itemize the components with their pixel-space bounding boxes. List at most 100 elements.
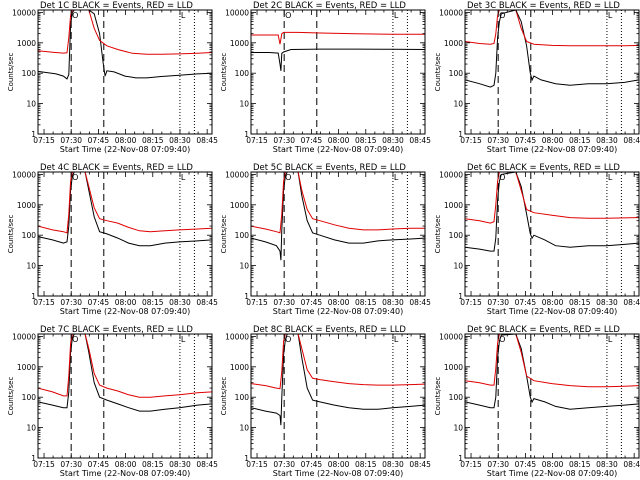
x-tick-label: 08:15	[142, 136, 164, 145]
y-tick-label: 1	[244, 292, 249, 301]
x-tick-label: 07:30	[60, 136, 82, 145]
y-axis-label: Counts/sec	[7, 53, 15, 92]
x-tick-label: 08:15	[569, 298, 591, 307]
x-axis-label: Start Time (22-Nov-08 07:09:40)	[487, 307, 617, 316]
plot-frame	[37, 9, 213, 135]
x-tick-label: 08:00	[328, 298, 350, 307]
series-events-line	[465, 334, 639, 410]
x-tick-label: 08:45	[196, 298, 218, 307]
x-tick-label: 07:30	[60, 460, 82, 469]
series-events-line	[251, 48, 425, 71]
detector-plot-9: Det 9C BLACK = Events, RED = LLD 1 10 100 10…	[434, 325, 640, 478]
x-axis-label: Start Time (22-Nov-08 07:09:40)	[60, 469, 190, 478]
x-tick-label: 07:15	[460, 460, 482, 469]
x-tick-label: 07:15	[246, 136, 268, 145]
x-tick-label: 08:45	[196, 136, 218, 145]
plot-frame	[464, 333, 640, 459]
x-tick-label: 07:45	[301, 136, 323, 145]
x-tick-label: 07:15	[33, 298, 55, 307]
y-axis-label: Counts/sec	[434, 377, 442, 416]
x-tick-label: 07:15	[33, 136, 55, 145]
x-axis-label: Start Time (22-Nov-08 07:09:40)	[487, 469, 617, 478]
detector-plot-6: Det 6C BLACK = Events, RED = LLD 1 10 100 10…	[434, 163, 640, 316]
series-lld-line	[465, 172, 639, 224]
x-tick-label: 08:30	[169, 298, 191, 307]
marker-l: L	[181, 335, 186, 344]
y-tick-label: 100	[22, 231, 37, 240]
y-tick-label: 1000	[444, 201, 463, 210]
y-tick-label: 100	[449, 231, 464, 240]
x-tick-label: 08:30	[382, 298, 404, 307]
y-tick-label: 10	[26, 424, 36, 433]
x-tick-label: 08:30	[596, 460, 618, 469]
marker-o: O	[285, 173, 291, 182]
series-lld-line	[251, 334, 425, 390]
marker-l: L	[394, 335, 399, 344]
y-tick-label: 1	[244, 454, 249, 463]
x-tick-label: 07:15	[246, 298, 268, 307]
series-lld-line	[38, 10, 212, 55]
x-axis-label: Start Time (22-Nov-08 07:09:40)	[273, 469, 403, 478]
x-tick-label: 08:45	[409, 136, 431, 145]
x-axis-label: Start Time (22-Nov-08 07:09:40)	[273, 145, 403, 154]
series-lld-line	[251, 172, 425, 234]
y-tick-label: 10	[239, 100, 249, 109]
x-axis-label: Start Time (22-Nov-08 07:09:40)	[487, 145, 617, 154]
y-tick-label: 1	[31, 454, 36, 463]
x-axis-label: Start Time (22-Nov-08 07:09:40)	[60, 145, 190, 154]
x-tick-label: 08:15	[355, 298, 377, 307]
y-tick-label: 1	[244, 130, 249, 139]
x-tick-label: 07:30	[273, 298, 295, 307]
series-lld-line	[38, 334, 212, 398]
x-tick-label: 08:45	[623, 298, 640, 307]
x-tick-label: 07:15	[460, 136, 482, 145]
detector-plot-4: Det 4C BLACK = Events, RED = LLD 1 10 100 10…	[7, 163, 218, 316]
x-tick-label: 07:30	[273, 460, 295, 469]
plot-title: Det 6C BLACK = Events, RED = LLD	[467, 163, 620, 173]
x-tick-label: 08:30	[596, 136, 618, 145]
x-tick-label: 08:00	[542, 136, 564, 145]
y-tick-label: 10	[453, 100, 463, 109]
x-axis-label: Start Time (22-Nov-08 07:09:40)	[273, 307, 403, 316]
y-tick-label: 10	[239, 424, 249, 433]
plot-frame	[464, 9, 640, 135]
marker-l: L	[181, 11, 186, 20]
x-tick-label: 07:30	[487, 136, 509, 145]
y-tick-label: 10000	[439, 8, 463, 17]
marker-l: L	[394, 11, 399, 20]
x-tick-label: 08:45	[623, 460, 640, 469]
x-tick-label: 08:30	[382, 460, 404, 469]
y-tick-label: 1000	[17, 363, 36, 372]
y-tick-label: 100	[22, 393, 37, 402]
x-tick-label: 08:15	[355, 136, 377, 145]
detector-plot-5: Det 5C BLACK = Events, RED = LLD 1 10 100 10…	[220, 163, 431, 316]
x-tick-label: 07:15	[460, 298, 482, 307]
x-tick-label: 08:30	[382, 136, 404, 145]
x-tick-label: 08:00	[542, 460, 564, 469]
y-tick-label: 10000	[439, 332, 463, 341]
y-tick-label: 1000	[444, 39, 463, 48]
x-tick-label: 08:30	[169, 460, 191, 469]
y-tick-label: 100	[235, 231, 250, 240]
plot-title: Det 3C BLACK = Events, RED = LLD	[467, 1, 620, 11]
x-tick-label: 08:00	[542, 298, 564, 307]
y-tick-label: 100	[449, 69, 464, 78]
x-axis-label: Start Time (22-Nov-08 07:09:40)	[60, 307, 190, 316]
detector-plot-8: Det 8C BLACK = Events, RED = LLD 1 10 100 10…	[220, 325, 431, 478]
y-tick-label: 100	[22, 69, 37, 78]
x-tick-label: 08:15	[142, 460, 164, 469]
plot-title: Det 1C BLACK = Events, RED = LLD	[40, 1, 193, 11]
y-tick-label: 10	[26, 262, 36, 271]
y-tick-label: 1000	[230, 39, 249, 48]
y-tick-label: 10000	[225, 332, 249, 341]
series-events-line	[465, 172, 639, 252]
x-tick-label: 07:15	[246, 460, 268, 469]
y-axis-label: Counts/sec	[7, 377, 15, 416]
y-tick-label: 100	[235, 393, 250, 402]
series-lld-line	[38, 172, 212, 234]
x-tick-label: 07:30	[273, 136, 295, 145]
x-tick-label: 08:00	[115, 460, 137, 469]
x-tick-label: 07:45	[88, 298, 110, 307]
y-tick-label: 1000	[17, 39, 36, 48]
